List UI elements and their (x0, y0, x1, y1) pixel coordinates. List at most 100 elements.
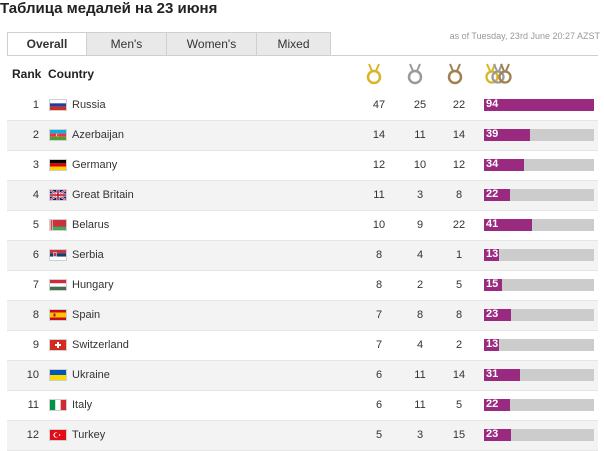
country-name[interactable]: Ukraine (72, 369, 110, 381)
bronze-medal-icon (447, 63, 463, 85)
gold-count: 47 (372, 99, 386, 111)
total-count: 94 (486, 98, 499, 110)
total-medals-bar-fill (484, 99, 594, 111)
hungary-flag-icon (49, 279, 67, 291)
tab-overall[interactable]: Overall (7, 32, 87, 56)
total-medals-bar: 94 (484, 98, 594, 111)
table-header: Rank Country (0, 60, 604, 88)
gold-count: 12 (372, 159, 386, 171)
bronze-count: 8 (455, 189, 463, 201)
medal-table-body: 1 Russia 47 25 22 94 2 Azerbaijan 14 11 14 39 3 Germa… (7, 91, 598, 451)
table-row[interactable]: 9 Switzerland 7 4 2 13 (7, 331, 598, 361)
azerbaijan-flag-icon (49, 129, 67, 141)
silver-count: 11 (414, 369, 426, 381)
belarus-flag-icon (49, 219, 67, 231)
table-row[interactable]: 1 Russia 47 25 22 94 (7, 91, 598, 121)
country-name[interactable]: Russia (72, 99, 106, 111)
country-name[interactable]: Italy (72, 399, 93, 411)
all-medals-icon (485, 63, 512, 84)
bronze-count: 1 (455, 249, 463, 261)
total-medals-bar-fill (484, 399, 510, 411)
ukraine-flag-icon (49, 369, 67, 381)
rank-cell: 7 (32, 279, 39, 291)
tab-women[interactable]: Women's (167, 32, 257, 56)
total-medals-bar: 22 (484, 398, 594, 411)
total-medals-bar-fill (484, 219, 532, 231)
table-row[interactable]: 7 Hungary 8 2 5 15 (7, 271, 598, 301)
silver-count: 8 (416, 309, 424, 321)
bronze-count: 8 (455, 309, 463, 321)
bronze-count: 14 (452, 129, 466, 141)
total-count: 15 (486, 278, 499, 290)
total-medals-bar: 13 (484, 248, 594, 261)
total-medals-bar-fill (484, 369, 520, 381)
rank-cell: 9 (32, 339, 39, 351)
rank-cell: 6 (32, 249, 39, 261)
total-medals-bar-fill (484, 159, 524, 171)
country-name[interactable]: Azerbaijan (72, 129, 124, 141)
total-count: 39 (486, 128, 499, 140)
rank-cell: 2 (32, 129, 39, 141)
total-medals-bar: 23 (484, 428, 594, 441)
silver-count: 11 (414, 399, 426, 411)
bronze-count: 5 (455, 399, 463, 411)
total-count: 22 (486, 188, 499, 200)
table-row[interactable]: 2 Azerbaijan 14 11 14 39 (7, 121, 598, 151)
total-medals-bar-fill (484, 189, 510, 201)
table-row[interactable]: 6 Serbia 8 4 1 13 (7, 241, 598, 271)
switzerland-flag-icon (49, 339, 67, 351)
silver-count: 2 (416, 279, 424, 291)
tab-men[interactable]: Men's (87, 32, 167, 56)
country-name[interactable]: Germany (72, 159, 118, 171)
silver-medal-icon (407, 63, 423, 85)
total-medals-bar: 22 (484, 188, 594, 201)
country-name[interactable]: Great Britain (72, 189, 134, 201)
gold-count: 8 (375, 249, 383, 261)
table-row[interactable]: 5 Belarus 10 9 22 41 (7, 211, 598, 241)
germany-flag-icon (49, 159, 67, 171)
table-row[interactable]: 10 Ukraine 6 11 14 31 (7, 361, 598, 391)
silver-count: 9 (416, 219, 424, 231)
gold-medal-icon (366, 63, 382, 85)
country-name[interactable]: Switzerland (72, 339, 129, 351)
table-row[interactable]: 8 Spain 7 8 8 23 (7, 301, 598, 331)
table-row[interactable]: 4 Great Britain 11 3 8 22 (7, 181, 598, 211)
gold-count: 7 (375, 339, 383, 351)
total-count: 34 (486, 158, 499, 170)
tab-divider (7, 55, 598, 56)
silver-count: 25 (413, 99, 427, 111)
gold-count: 5 (375, 429, 383, 441)
total-medals-bar-fill (484, 279, 502, 291)
gold-count: 6 (375, 399, 383, 411)
total-count: 23 (486, 428, 499, 440)
gold-count: 14 (372, 129, 386, 141)
rank-cell: 3 (32, 159, 39, 171)
bronze-count: 2 (455, 339, 463, 351)
country-name[interactable]: Turkey (72, 429, 106, 441)
bronze-count: 12 (452, 159, 466, 171)
tab-mixed[interactable]: Mixed (257, 32, 331, 56)
total-count: 22 (486, 398, 499, 410)
rank-cell: 4 (32, 189, 39, 201)
bronze-count: 22 (452, 99, 466, 111)
last-updated-timestamp: as of Tuesday, 23rd June 20:27 AZST (449, 31, 600, 41)
turkey-flag-icon (49, 429, 67, 441)
country-name[interactable]: Belarus (72, 219, 110, 231)
gold-count: 6 (375, 369, 383, 381)
country-name[interactable]: Spain (72, 309, 101, 321)
country-name[interactable]: Hungary (72, 279, 114, 291)
country-name[interactable]: Serbia (72, 249, 104, 261)
silver-count: 3 (416, 429, 424, 441)
total-medals-bar-fill (484, 309, 511, 321)
table-row[interactable]: 3 Germany 12 10 12 34 (7, 151, 598, 181)
rank-cell: 1 (32, 99, 39, 111)
total-medals-bar: 39 (484, 128, 594, 141)
page-title: Таблица медалей на 23 июня (0, 0, 218, 17)
table-row[interactable]: 12 Turkey 5 3 15 23 (7, 421, 598, 451)
bronze-count: 15 (452, 429, 466, 441)
silver-count: 4 (416, 249, 424, 261)
table-row[interactable]: 11 Italy 6 11 5 22 (7, 391, 598, 421)
spain-flag-icon (49, 309, 67, 321)
silver-count: 10 (413, 159, 427, 171)
total-medals-bar: 41 (484, 218, 594, 231)
